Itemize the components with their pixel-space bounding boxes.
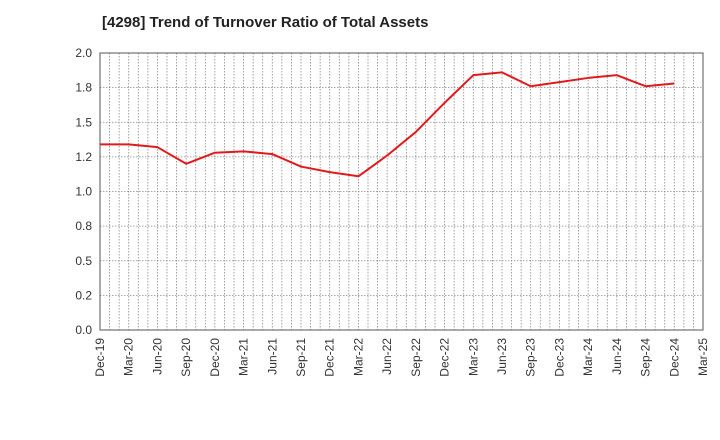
- y-tick-labels: 0.0 0.2 0.5 0.8 1.0 1.2 1.5 1.8 2.0: [75, 46, 92, 337]
- x-tick-label: Mar-24: [581, 338, 595, 376]
- axes: [99, 52, 704, 331]
- plot-frame: [99, 52, 704, 331]
- y-tick-label: 1.5: [75, 115, 92, 129]
- y-tick-label: 0.8: [75, 219, 92, 233]
- x-tick-labels: Dec-19 Mar-20 Jun-20 Sep-20 Dec-20 Mar-21 Jun-…: [93, 338, 710, 377]
- series-layer: [100, 71, 675, 178]
- x-tick-label: Sep-21: [294, 338, 308, 377]
- x-tick-label: Mar-25: [696, 338, 710, 376]
- grid-lines: [100, 53, 703, 330]
- x-tick-label: Jun-20: [150, 338, 164, 375]
- y-tick-label: 2.0: [75, 46, 92, 60]
- y-tick-label: 0.2: [75, 288, 92, 302]
- y-tick-label: 1.8: [75, 81, 92, 95]
- x-tick-label: Sep-22: [409, 338, 423, 377]
- x-tick-label: Mar-22: [351, 338, 365, 376]
- x-tick-label: Sep-24: [639, 338, 653, 377]
- x-tick-label: Jun-23: [495, 338, 509, 375]
- x-tick-label: Mar-23: [466, 338, 480, 376]
- x-tick-label: Mar-21: [237, 338, 251, 376]
- y-tick-label: 1.0: [75, 185, 92, 199]
- x-tick-label: Jun-21: [265, 338, 279, 375]
- x-tick-label: Mar-20: [122, 338, 136, 376]
- x-tick-label: Jun-22: [380, 338, 394, 375]
- chart-title: [4298] Trend of Turnover Ratio of Total …: [102, 14, 429, 31]
- x-tick-label: Dec-23: [552, 338, 566, 377]
- y-tick-label: 0.0: [75, 323, 92, 337]
- y-tick-label: 1.2: [75, 150, 92, 164]
- series-line: [100, 71, 675, 178]
- x-tick-label: Dec-21: [323, 338, 337, 377]
- x-tick-label: Jun-24: [610, 338, 624, 375]
- x-tick-label: Dec-20: [208, 338, 222, 377]
- x-tick-label: Dec-19: [93, 338, 107, 377]
- y-tick-label: 0.5: [75, 254, 92, 268]
- x-tick-label: Sep-23: [524, 338, 538, 377]
- x-tick-label: Sep-20: [179, 338, 193, 377]
- x-tick-label: Dec-22: [438, 338, 452, 377]
- x-tick-label: Dec-24: [667, 338, 681, 377]
